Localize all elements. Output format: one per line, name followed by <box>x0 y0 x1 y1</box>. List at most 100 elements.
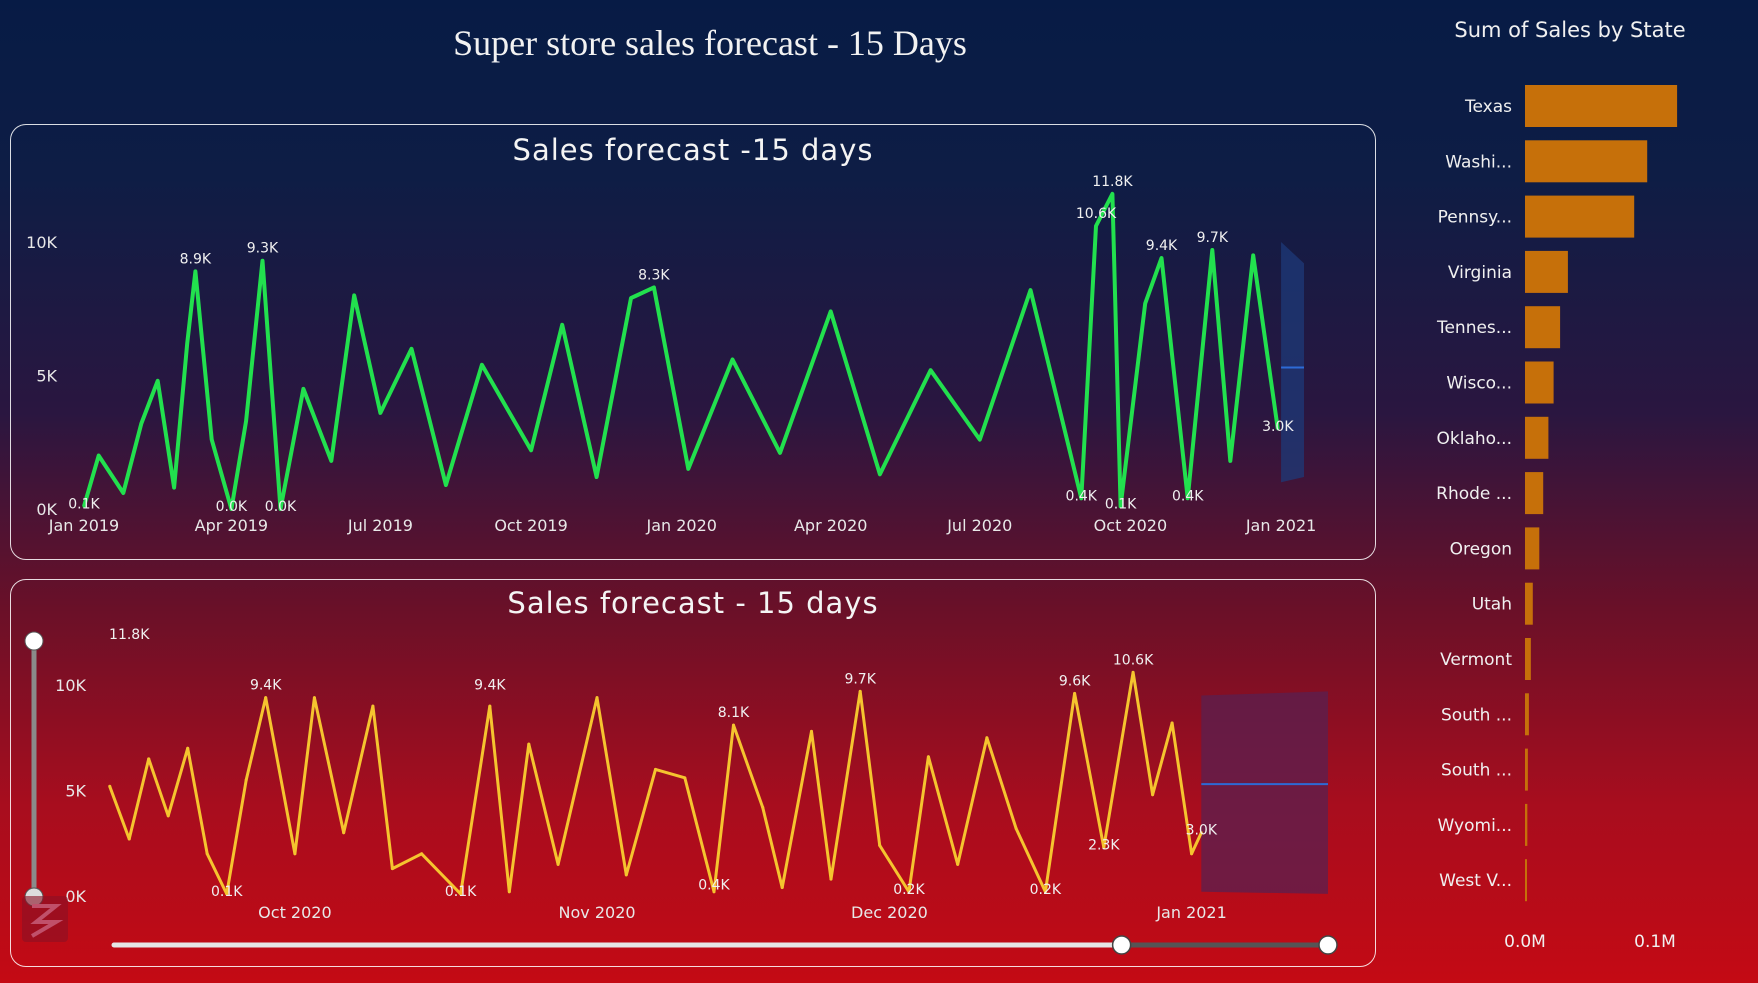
sales-data-point <box>529 448 533 452</box>
sales-data-point <box>244 419 248 423</box>
data-label: 9.6K <box>1059 673 1091 689</box>
sales-data-point <box>556 862 560 866</box>
sales-data-point <box>293 852 297 856</box>
data-label: 9.4K <box>1146 238 1178 254</box>
state-sales-bar <box>1525 195 1635 238</box>
data-label: 11.8K <box>109 627 150 643</box>
data-label: 0.0K <box>216 499 248 515</box>
sales-data-point <box>342 831 346 835</box>
sales-data-point <box>1170 721 1174 725</box>
x-tick-label: Apr 2019 <box>195 516 268 535</box>
sales-data-point <box>82 504 86 508</box>
sales-data-point <box>652 285 656 289</box>
state-sales-bar <box>1525 472 1544 515</box>
sales-data-point <box>730 357 734 361</box>
sales-forecast-panel-top: Sales forecast -15 days <box>10 124 1376 560</box>
sales-data-point <box>878 472 882 476</box>
data-label: 3.0K <box>1262 419 1294 435</box>
x-tick-label: 0.0M <box>1504 932 1546 952</box>
sales-data-point <box>172 486 176 490</box>
sales-data-point <box>147 757 151 761</box>
x-tick-label: Oct 2020 <box>1094 516 1167 535</box>
page-title: Super store sales forecast - 15 Days <box>453 23 967 63</box>
sales-data-point <box>1073 691 1077 695</box>
state-sales-bar <box>1525 859 1527 902</box>
sales-forecast-panel-bottom: Sales forecast - 15 days <box>10 579 1376 967</box>
sales-data-point <box>683 776 687 780</box>
sales-data-point <box>1079 496 1083 500</box>
state-sales-bar <box>1525 306 1561 349</box>
sales-data-point <box>1131 670 1135 674</box>
x-tick-label: Dec 2020 <box>851 903 928 922</box>
sales-data-point <box>978 438 982 442</box>
state-sales-bar <box>1525 803 1528 846</box>
data-label: 9.3K <box>247 241 279 257</box>
sales-data-point <box>371 704 375 708</box>
zoom-tool-glyph-icon <box>30 904 64 938</box>
data-label: 8.3K <box>638 267 670 283</box>
state-sales-bar <box>1525 140 1648 183</box>
data-label: 0.2K <box>893 882 925 898</box>
sales-data-point <box>205 852 209 856</box>
x-tick-label: Jan 2019 <box>48 516 119 535</box>
vertical-slider-handle-top[interactable] <box>24 631 44 651</box>
data-label: 0.1K <box>68 496 100 512</box>
sales-data-point <box>108 784 112 788</box>
sales-data-point <box>410 347 414 351</box>
zoom-tool-icon <box>22 896 68 942</box>
sales-data-point <box>712 890 716 894</box>
state-sales-bar <box>1525 638 1531 680</box>
sales-data-point <box>193 269 197 273</box>
sales-data-point <box>444 483 448 487</box>
state-label: Wyomi... <box>1438 816 1512 836</box>
sales-data-point <box>121 491 125 495</box>
sales-data-point <box>186 746 190 750</box>
data-label: 3.0K <box>1186 823 1218 839</box>
sales-data-point <box>329 459 333 463</box>
x-tick-label: Jan 2021 <box>1155 903 1226 922</box>
chart-title-top: Sales forecast -15 days <box>512 133 874 167</box>
state-sales-bar <box>1525 527 1540 570</box>
sales-data-point <box>1143 301 1147 305</box>
sales-data-point <box>829 877 833 881</box>
forecast-confidence-band <box>1201 691 1328 894</box>
sales-data-point <box>858 689 862 693</box>
sales-data-point <box>1210 248 1214 252</box>
sales-data-point <box>1043 890 1047 894</box>
data-label: 11.8K <box>1092 174 1133 190</box>
sales-data-point <box>480 363 484 367</box>
state-label: Wisco... <box>1446 374 1512 394</box>
sales-data-point <box>595 696 599 700</box>
sales-data-point <box>926 755 930 759</box>
sales-data-point <box>264 696 268 700</box>
x-tick-label: Jul 2020 <box>946 516 1012 535</box>
data-label: 9.7K <box>1197 230 1229 246</box>
state-label: Virginia <box>1448 263 1512 283</box>
sales-data-point <box>1094 224 1098 228</box>
sales-data-point <box>595 475 599 479</box>
range-slider-handle-start[interactable] <box>1111 935 1132 955</box>
sales-data-point <box>1119 504 1123 508</box>
state-label: Rhode ... <box>1436 484 1512 504</box>
sales-data-point <box>780 886 784 890</box>
x-tick-label: Jan 2021 <box>1245 516 1316 535</box>
sales-data-point <box>1014 826 1018 830</box>
sales-series-line <box>82 191 1280 511</box>
sales-data-point <box>731 723 735 727</box>
sales-data-point <box>1190 852 1194 856</box>
sales-data-point <box>352 293 356 297</box>
sales-data-point <box>1029 288 1033 292</box>
state-chart-title: Sum of Sales by State <box>1454 18 1686 42</box>
state-sales-bar <box>1525 693 1529 736</box>
range-slider-handle-end[interactable] <box>1318 935 1338 955</box>
sales-data-point <box>929 368 933 372</box>
state-label: South ... <box>1441 705 1512 725</box>
sales-data-point <box>260 259 264 263</box>
chart-title-bottom: Sales forecast - 15 days <box>507 586 879 620</box>
sales-data-point <box>829 309 833 313</box>
x-tick-label: 0.1M <box>1634 932 1676 952</box>
sales-data-point <box>985 736 989 740</box>
state-label: Oklaho... <box>1437 429 1512 449</box>
sales-data-point <box>127 837 131 841</box>
state-label: West V... <box>1439 871 1512 891</box>
